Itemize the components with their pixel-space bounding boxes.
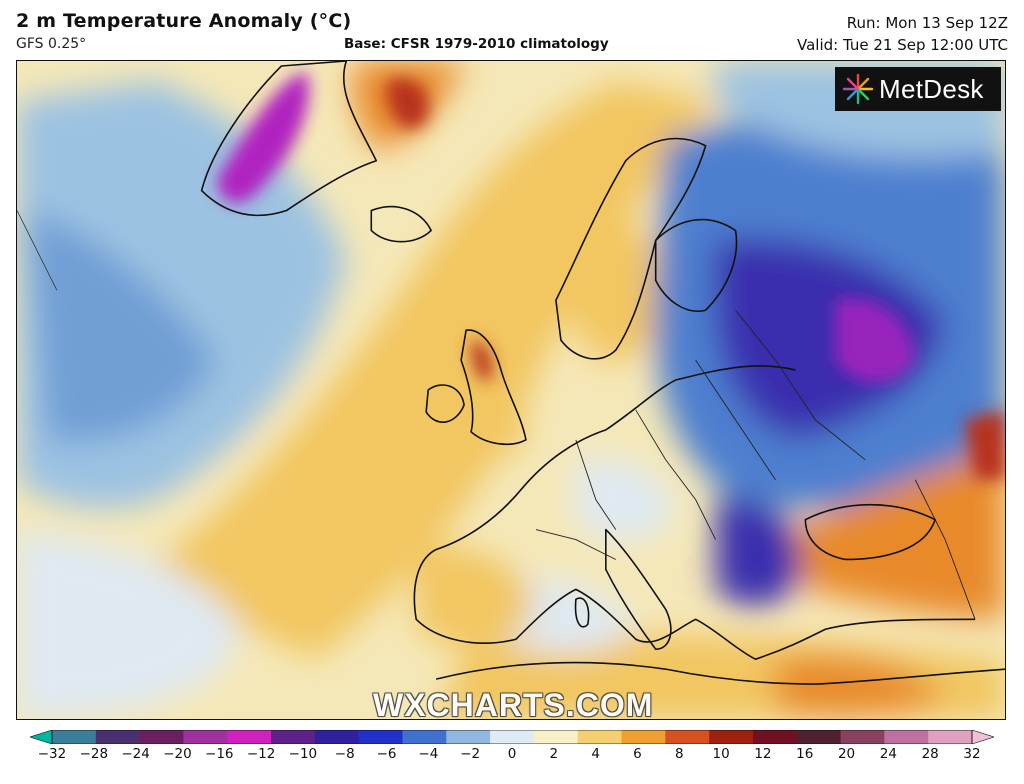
- colorbar: [30, 730, 994, 744]
- colorbar-segment: [183, 730, 228, 744]
- coast-black-sea: [804, 503, 936, 561]
- colorbar-tick-label: 12: [754, 746, 772, 762]
- colorbar-arrow-high: [971, 730, 994, 744]
- colorbar-tick-label: 20: [837, 746, 856, 762]
- colorbar-segment: [52, 730, 97, 744]
- logo-text: MetDesk: [879, 73, 984, 104]
- metdesk-logo: MetDesk: [835, 67, 1001, 111]
- border-line-3: [695, 359, 776, 480]
- warm-britain: [436, 338, 526, 458]
- chart-title: 2 m Temperature Anomaly (°C): [16, 10, 352, 32]
- colorbar-tick-label: −10: [288, 746, 318, 762]
- country-borders: [535, 309, 976, 620]
- wxcharts-watermark: WXCHARTS.COM: [373, 687, 654, 720]
- valid-time-label: Valid: Tue 21 Sep 12:00 UTC: [797, 36, 1008, 54]
- colorbar-segment: [95, 730, 141, 744]
- colorbar-segment: [752, 730, 798, 744]
- colorbar-segment: [271, 730, 316, 744]
- hot-greenland-coast: [386, 78, 429, 129]
- warm-iberia: [416, 547, 536, 647]
- colorbar-tick-label: −24: [121, 746, 150, 762]
- colorbar-segment: [665, 730, 710, 744]
- colorbar-tick-label: −2: [460, 746, 481, 762]
- colorbar-tick-label: 0: [507, 746, 517, 762]
- border-line-6: [914, 479, 976, 620]
- colorbar-segment: [358, 730, 403, 744]
- coast-finland: [654, 218, 738, 312]
- coastlines: [200, 61, 1005, 685]
- colorbar-tick-label: 24: [879, 746, 897, 762]
- coast-sardinia: [574, 597, 590, 628]
- colorbar-segment: [840, 730, 885, 744]
- coast-greenland: [200, 61, 378, 217]
- colorbar-segment: [533, 730, 579, 744]
- colorbar-tick-label: −4: [418, 746, 439, 762]
- colorbar-tick-label: 10: [712, 746, 730, 762]
- colorbar-tick-label: −28: [79, 746, 109, 762]
- colorbar-segment: [928, 730, 973, 744]
- colorbar-segment: [709, 730, 754, 744]
- anomaly-field: [17, 61, 1005, 719]
- colorbar-segments: [30, 730, 994, 744]
- climatology-base-label: Base: CFSR 1979-2010 climatology: [344, 36, 609, 52]
- very-cold-russia: [713, 238, 946, 440]
- colorbar-segment: [446, 730, 491, 744]
- colorbar-tick-label: 6: [633, 746, 642, 762]
- colorbar-tick-label: −32: [37, 746, 67, 762]
- warm-scandinavia: [553, 195, 668, 362]
- colorbar-tick-label: −16: [205, 746, 234, 762]
- border-line-2: [635, 409, 716, 540]
- coast-iceland: [370, 205, 432, 243]
- run-time-label: Run: Mon 13 Sep 12Z: [846, 14, 1008, 32]
- colorbar-tick-label: −12: [246, 746, 276, 762]
- coast-scandinavia: [555, 137, 707, 360]
- metdesk-logo-mark: [842, 73, 874, 105]
- warm-turkey: [795, 439, 1005, 620]
- colorbar-segment: [884, 730, 929, 744]
- hot-caucasus: [965, 409, 1005, 480]
- colorbar-tick-label: 16: [796, 746, 814, 762]
- coast-italy: [605, 528, 672, 651]
- coast-continent: [413, 365, 976, 660]
- logo-starburst: [842, 73, 874, 105]
- border-line-4: [735, 309, 866, 461]
- cool-west-atlantic-core: [26, 210, 217, 442]
- very-cold-russia-core: [835, 298, 916, 383]
- colorbar-tick-label: 2: [549, 746, 559, 762]
- cool-subtropical: [17, 529, 238, 719]
- colorbar-segment: [796, 730, 842, 744]
- colorbar-ticks: −32 −28 −24 −20 −16 −12 −10 −8 −6 −4 −2 0 2 4 6 8 10 12 16…: [0, 746, 1024, 770]
- cool-central-europe: [575, 457, 676, 541]
- map-canvas: [17, 61, 1005, 719]
- anomaly-map[interactable]: MetDesk WXCHARTS.COM: [16, 60, 1006, 720]
- cold-balkans: [715, 497, 806, 607]
- border-line-1: [575, 439, 617, 530]
- colorbar-tick-label: 8: [674, 746, 684, 762]
- colorbar-segment: [314, 730, 360, 744]
- warm-libya: [775, 655, 946, 716]
- extreme-cold-greenland: [216, 70, 310, 204]
- coast-north-africa: [435, 661, 1005, 685]
- colorbar-segment: [227, 730, 272, 744]
- border-line-5: [535, 529, 616, 560]
- colorbar-outline: [51, 730, 973, 744]
- colorbar-segment: [490, 730, 535, 744]
- colorbar-tick-label: 32: [963, 746, 981, 762]
- model-label: GFS 0.25°: [16, 36, 87, 52]
- colorbar-segment: [139, 730, 184, 744]
- colorbar-tick-label: −8: [334, 746, 355, 762]
- colorbar-segment: [621, 730, 666, 744]
- colorbar-tick-label: 28: [921, 746, 939, 762]
- colorbar-segment: [577, 730, 623, 744]
- colorbar-tick-label: −6: [376, 746, 397, 762]
- meridian-hint: [17, 210, 58, 291]
- coast-britain: [460, 329, 527, 446]
- hot-scotland: [471, 340, 493, 381]
- colorbar-arrow-low: [30, 730, 53, 744]
- coast-ireland: [425, 384, 465, 423]
- colorbar-tick-label: −20: [163, 746, 192, 762]
- colorbar-tick-label: 4: [591, 746, 600, 762]
- colorbar-segment: [402, 730, 447, 744]
